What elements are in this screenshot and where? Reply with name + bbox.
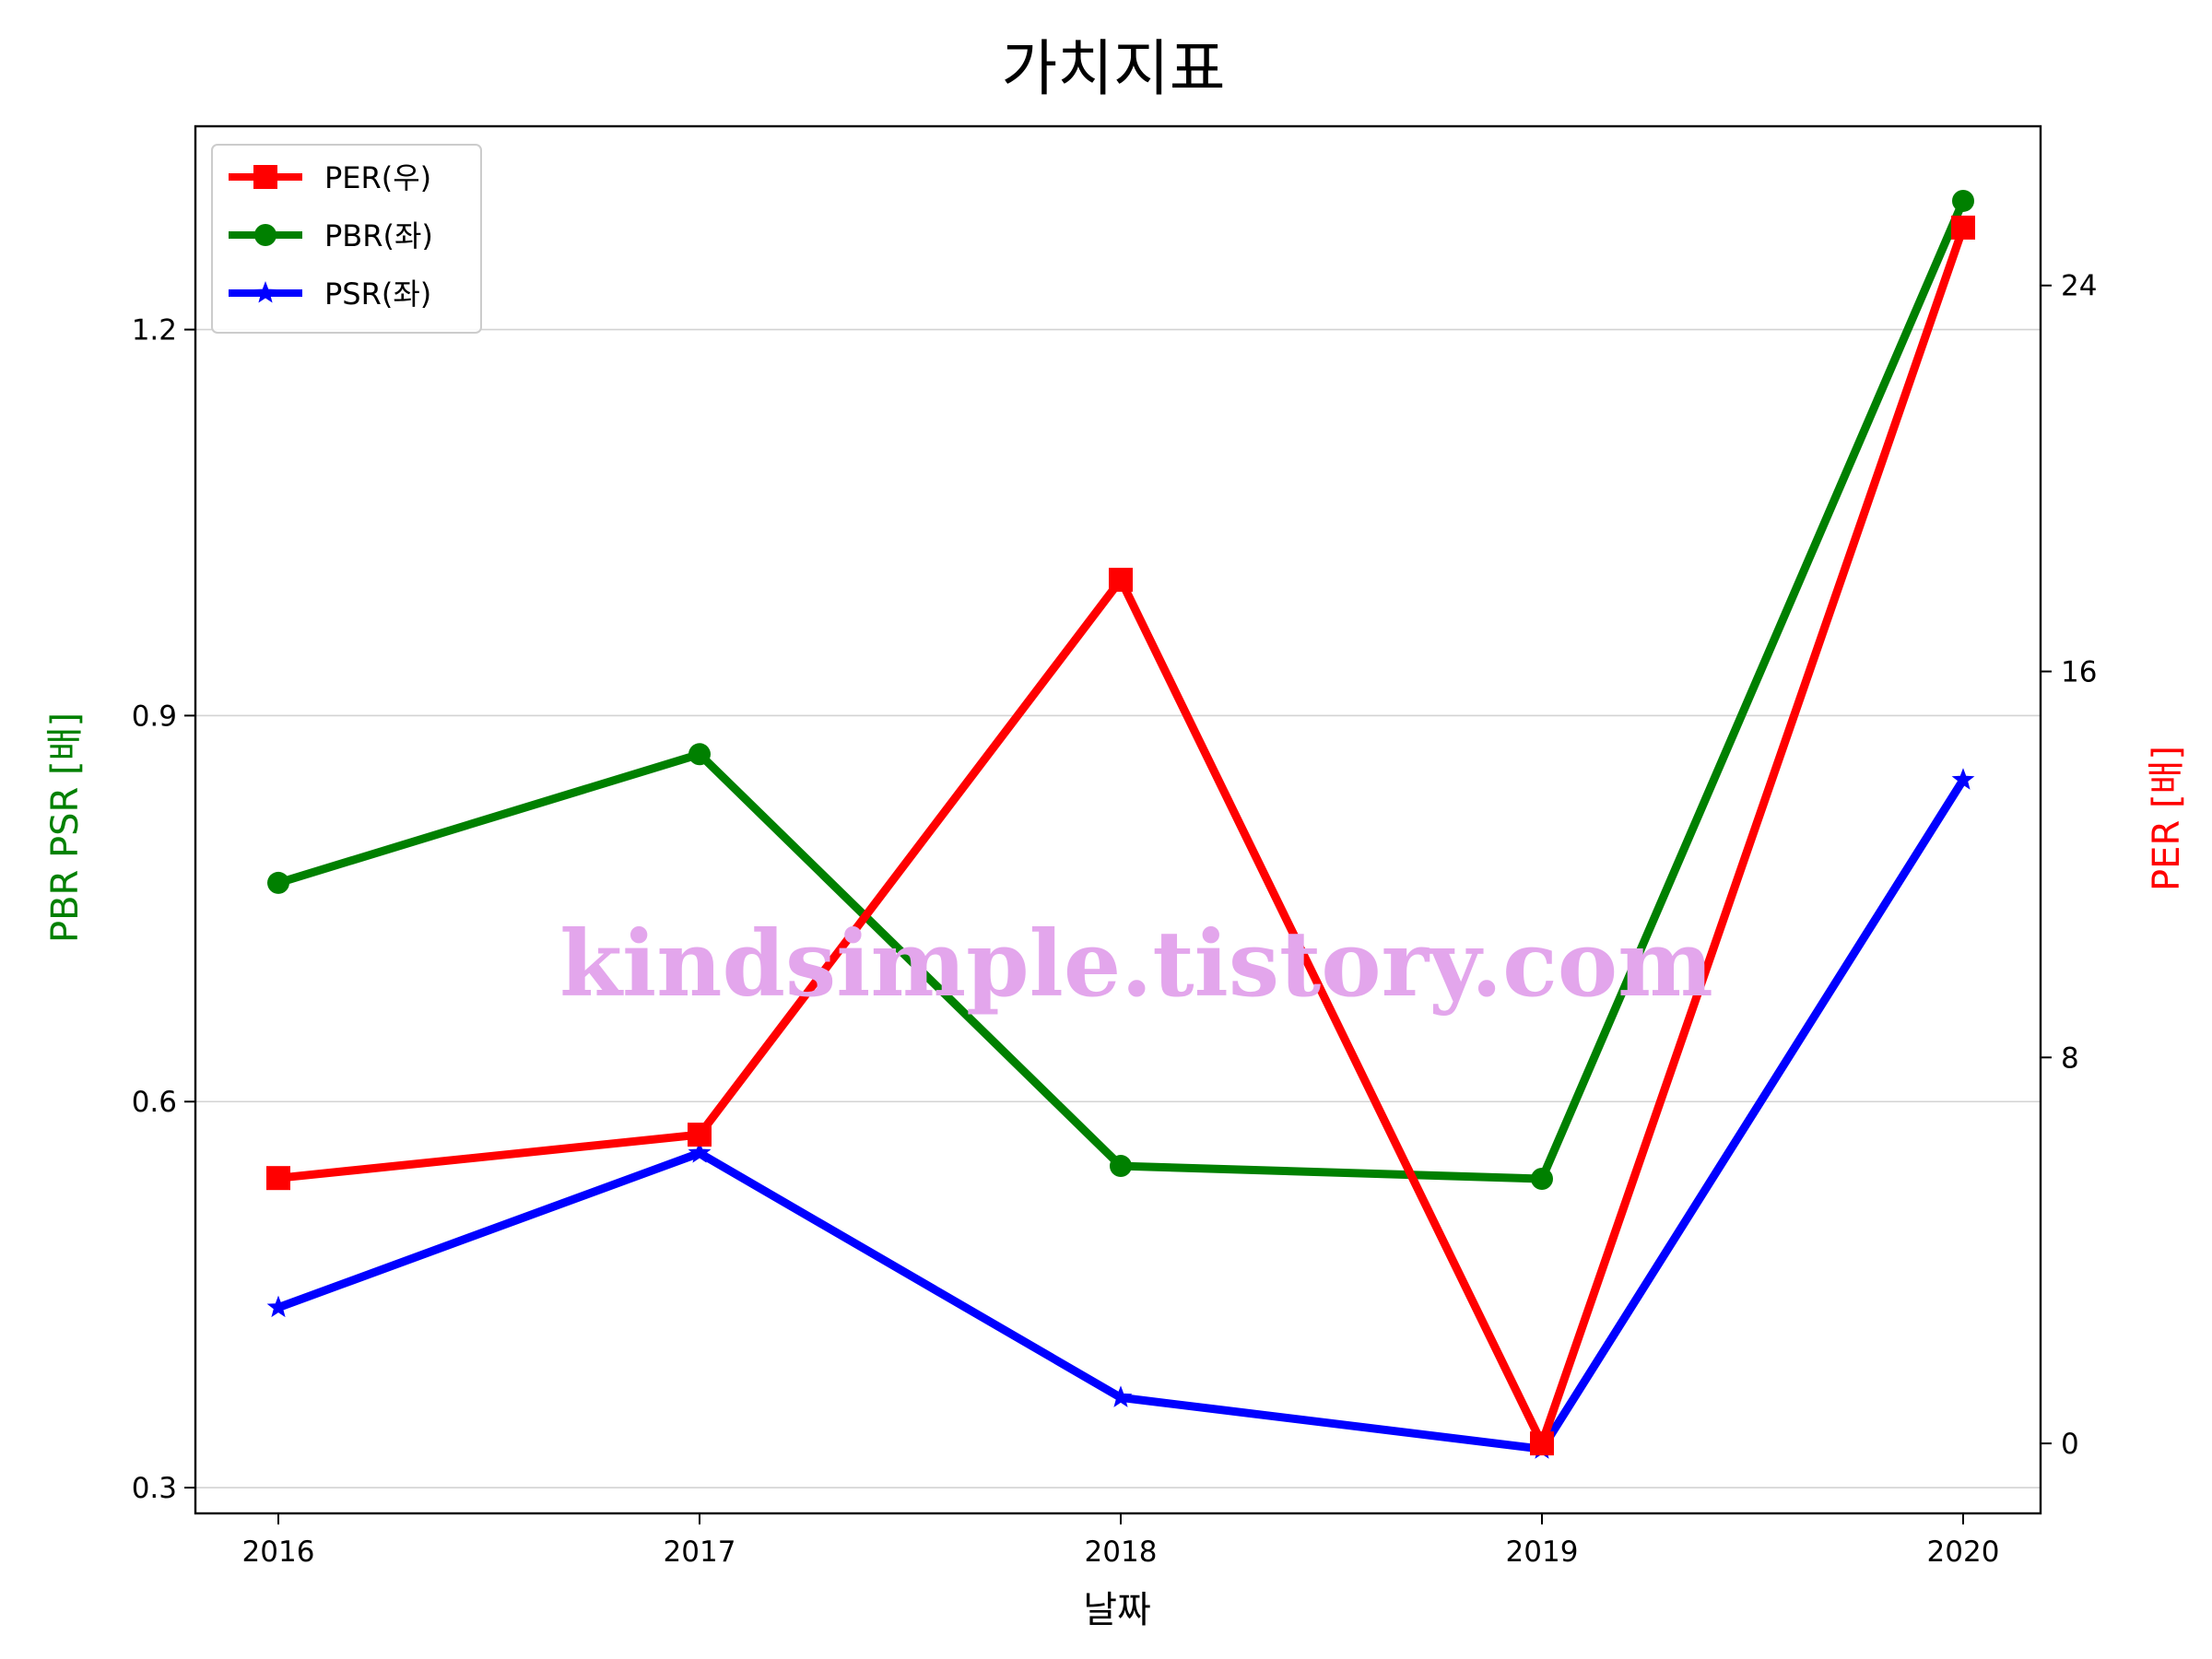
series-star-point-2016 xyxy=(266,1295,290,1318)
x-tick-label-2017: 2017 xyxy=(664,1535,736,1569)
legend-box xyxy=(211,144,482,334)
y-right-tick-label-16: 16 xyxy=(2061,656,2097,689)
y-left-tick-label-0.6: 0.6 xyxy=(132,1086,177,1119)
series-star-point-2017 xyxy=(688,1141,712,1163)
y-left-tick-label-1.2: 1.2 xyxy=(132,314,177,347)
legend-square-marker xyxy=(253,165,277,189)
series-circle-point-2018 xyxy=(1110,1155,1132,1178)
y-right-tick-label-24: 24 xyxy=(2061,270,2097,303)
series-star-point-2018 xyxy=(1109,1385,1133,1407)
legend-circle-label: PBR(좌) xyxy=(324,218,433,253)
y-left-tick-label-0.3: 0.3 xyxy=(132,1472,177,1505)
grid-lines xyxy=(195,328,2041,1488)
x-tick-label-2020: 2020 xyxy=(1927,1535,2000,1569)
y-right-tick-label-0: 0 xyxy=(2061,1428,2079,1461)
legend: PER(우) PBR(좌) PSR(좌) xyxy=(211,144,482,334)
series-circle-point-2019 xyxy=(1531,1168,1553,1191)
x-tick-label-2016: 2016 xyxy=(242,1535,315,1569)
x-axis: 2016 2017 2018 2019 2020 xyxy=(242,1513,2000,1569)
x-tick-label-2018: 2018 xyxy=(1085,1535,1158,1569)
series-square-point-2016 xyxy=(266,1166,290,1191)
y-axis-left: 0.3 0.6 0.9 1.2 xyxy=(132,314,195,1505)
legend-circle-marker xyxy=(254,224,276,246)
series-square-point-2020 xyxy=(1951,215,1975,240)
plot-frame xyxy=(194,124,2042,1515)
watermark-text: kindsimple.tistory.com xyxy=(559,912,1713,1018)
chart-title: 가치지표 xyxy=(1002,33,1226,104)
series-star-point-2020 xyxy=(1951,768,1975,790)
series-layer xyxy=(266,189,1975,1459)
y-axis-right: 0 8 16 24 xyxy=(2041,270,2097,1461)
x-tick-label-2019: 2019 xyxy=(1506,1535,1579,1569)
series-circle-point-2016 xyxy=(267,871,289,894)
y-axis-right-label: PER [배] xyxy=(2146,746,2188,891)
series-square-point-2019 xyxy=(1530,1431,1554,1456)
series-circle-point-2017 xyxy=(688,743,711,766)
legend-square-label: PER(우) xyxy=(324,160,431,195)
series-circle-point-2020 xyxy=(1952,189,1974,212)
y-axis-left-label: PBR PSR [배] xyxy=(44,712,87,943)
series-square-point-2018 xyxy=(1109,568,1133,593)
series-square-point-2017 xyxy=(688,1123,712,1147)
y-right-tick-label-8: 8 xyxy=(2061,1041,2079,1075)
y-left-tick-label-0.9: 0.9 xyxy=(132,700,177,733)
watermark-layer: kindsimple.tistory.com xyxy=(559,912,1713,1018)
legend-star-label: PSR(좌) xyxy=(324,276,431,312)
legend-star-marker xyxy=(253,281,277,303)
x-axis-label: 날짜 xyxy=(1083,1589,1151,1631)
